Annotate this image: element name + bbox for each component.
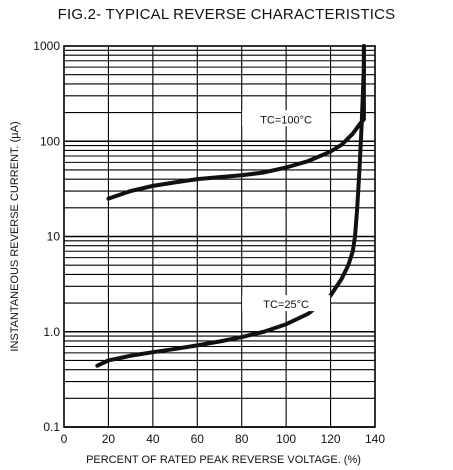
curve-labels: TC=100°C TC=25°C bbox=[242, 110, 331, 312]
chart-title: FIG.2- TYPICAL REVERSE CHARACTERISTICS bbox=[57, 6, 396, 23]
x-tick-label: 120 bbox=[321, 432, 341, 446]
series-label-bg bbox=[242, 295, 331, 312]
series-label-tc-25c: TC=25°C bbox=[263, 299, 309, 311]
y-tick-labels: 0.1 1.0 10 100 1000 bbox=[33, 39, 60, 434]
series-label-bg bbox=[242, 110, 331, 127]
series-group bbox=[95, 44, 366, 368]
y-tick-label: 10 bbox=[47, 230, 61, 244]
y-tick-label: 100 bbox=[40, 134, 60, 148]
x-tick-label: 140 bbox=[365, 432, 385, 446]
y-tick-label: 0.1 bbox=[43, 420, 60, 434]
series-line-tc-25c bbox=[95, 44, 366, 368]
x-tick-labels: 0 20 40 60 80 100 120 140 bbox=[61, 432, 386, 446]
x-tick-label: 100 bbox=[276, 432, 296, 446]
x-tick-label: 60 bbox=[191, 432, 205, 446]
plot-frame bbox=[63, 45, 376, 428]
x-axis-label: PERCENT OF RATED PEAK REVERSE VOLTAGE. (… bbox=[86, 454, 361, 466]
y-tick-label: 1000 bbox=[33, 39, 60, 53]
y-tick-label: 1.0 bbox=[43, 325, 60, 339]
grid bbox=[64, 46, 375, 428]
x-tick-label: 40 bbox=[146, 432, 160, 446]
x-tick-label: 80 bbox=[235, 432, 249, 446]
y-axis-label: INSTANTANEOUS REVERSE CURRENT. (µA) bbox=[9, 121, 21, 351]
series-label-tc-100c: TC=100°C bbox=[260, 114, 312, 126]
x-tick-label: 0 bbox=[61, 432, 68, 446]
x-tick-label: 20 bbox=[102, 432, 116, 446]
